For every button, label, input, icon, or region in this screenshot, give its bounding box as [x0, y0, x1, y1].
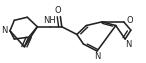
Text: N: N: [125, 40, 131, 49]
Text: N: N: [94, 52, 100, 61]
Text: O: O: [127, 16, 133, 25]
Text: NH: NH: [43, 16, 56, 25]
Text: N: N: [1, 26, 8, 35]
Text: O: O: [54, 6, 61, 15]
